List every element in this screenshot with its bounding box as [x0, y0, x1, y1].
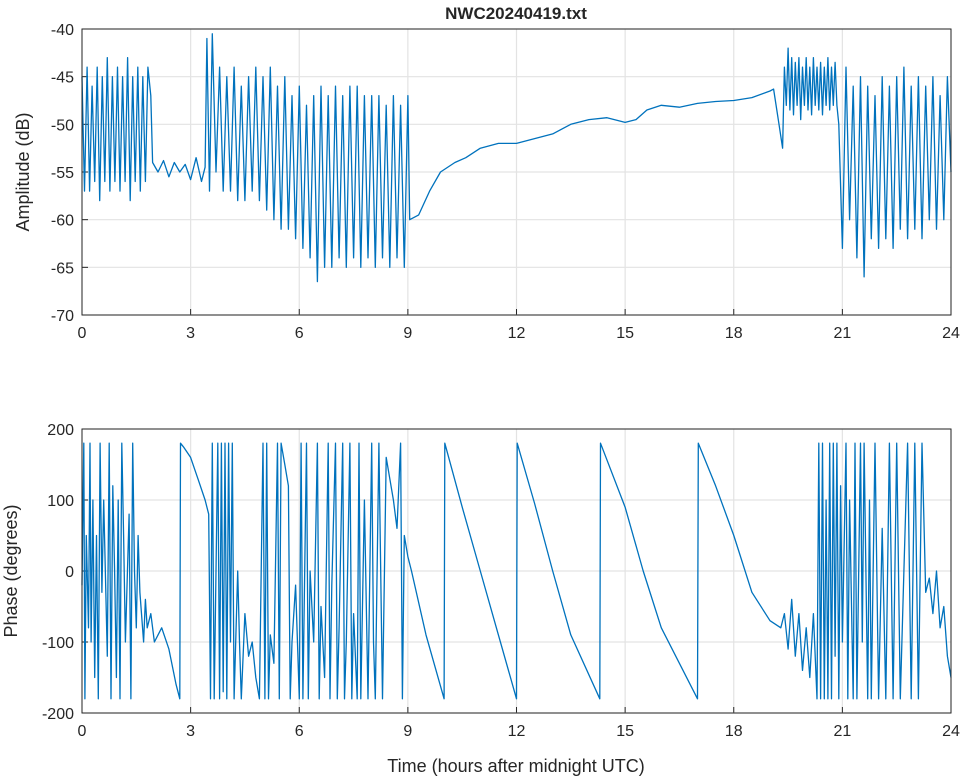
y-tick-label: 100	[47, 493, 74, 510]
x-tick-label: 21	[833, 723, 851, 740]
x-tick-label: 21	[833, 325, 851, 342]
x-tick-label: 0	[78, 723, 87, 740]
x-tick-label: 12	[508, 325, 526, 342]
phase-y-label: Phase (degrees)	[1, 504, 21, 637]
x-tick-label: 3	[186, 723, 195, 740]
amplitude-axes: 0 3 6 9 12 15 18 21 24 -40 -45 -50 -55 -60 -65 -70	[51, 22, 960, 342]
y-tick-label: -40	[51, 22, 74, 39]
x-tick-label: 15	[616, 325, 634, 342]
amplitude-series-line	[81, 33, 952, 283]
x-tick-label: 12	[508, 723, 526, 740]
y-tick-label: -45	[51, 70, 74, 87]
y-tick-label: 0	[65, 564, 74, 581]
y-tick-label: -65	[51, 260, 74, 277]
x-tick-label: 15	[616, 723, 634, 740]
y-tick-label: -200	[42, 706, 74, 723]
x-tick-label: 6	[295, 723, 304, 740]
x-tick-label: 18	[725, 325, 743, 342]
x-tick-label: 24	[942, 325, 960, 342]
y-tick-label: -50	[51, 117, 74, 134]
x-tick-label: 6	[295, 325, 304, 342]
chart-title: NWC20240419.txt	[445, 4, 587, 23]
x-tick-label: 9	[403, 325, 412, 342]
phase-axes: 0 3 6 9 12 15 18 21 24 200 100 0 -100 -200	[42, 422, 960, 740]
y-tick-label: -70	[51, 308, 74, 325]
y-tick-label: 200	[47, 422, 74, 439]
axes-box	[81, 428, 952, 714]
x-tick-label: 9	[403, 723, 412, 740]
amplitude-y-label: Amplitude (dB)	[13, 112, 33, 231]
x-axis-label: Time (hours after midnight UTC)	[387, 756, 644, 776]
y-tick-label: -60	[51, 213, 74, 230]
y-tick-label: -100	[42, 635, 74, 652]
x-tick-label: 3	[186, 325, 195, 342]
x-tick-label: 18	[725, 723, 743, 740]
axes-box	[81, 28, 952, 316]
x-tick-label: 24	[942, 723, 960, 740]
y-tick-label: -55	[51, 165, 74, 182]
phase-series-line	[81, 442, 952, 700]
x-tick-label: 0	[78, 325, 87, 342]
